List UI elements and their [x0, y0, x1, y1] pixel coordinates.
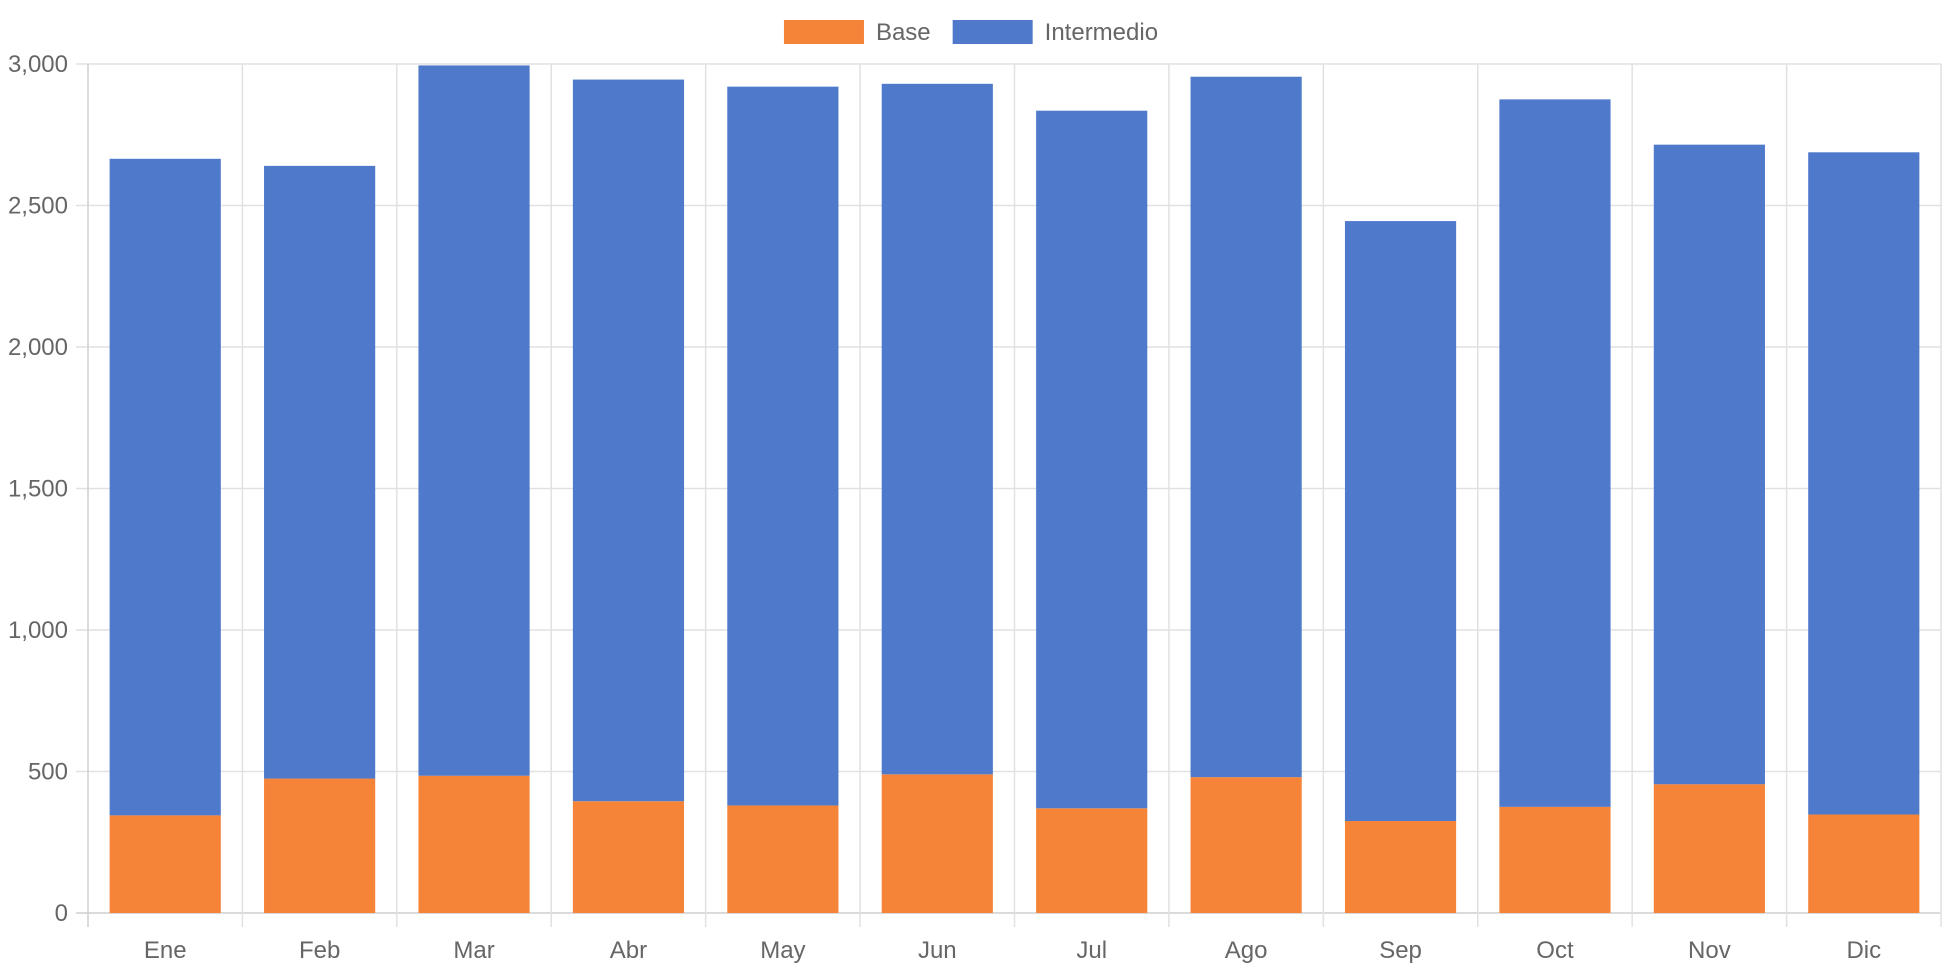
- bar-base-ene: [109, 815, 221, 913]
- legend-label: Base: [876, 19, 931, 46]
- x-tick-label: Mar: [453, 937, 494, 964]
- legend-swatch: [783, 20, 864, 44]
- bar-intermedio-ago: [1190, 76, 1302, 778]
- legend: Base Intermedio: [783, 19, 1158, 46]
- bar-intermedio-may: [727, 86, 839, 806]
- bar-intermedio-oct: [1499, 99, 1611, 807]
- y-tick-label: 1,000: [8, 617, 68, 644]
- bar-base-oct: [1499, 806, 1611, 913]
- bar-intermedio-dic: [1808, 152, 1920, 815]
- bar-intermedio-feb: [264, 165, 376, 779]
- y-tick-label: 3,000: [8, 51, 68, 78]
- bar-base-jun: [881, 774, 993, 913]
- bar-base-ago: [1190, 777, 1302, 913]
- x-tick-label: May: [760, 937, 805, 964]
- bar-base-abr: [572, 801, 685, 913]
- bar-base-sep: [1344, 821, 1457, 913]
- x-tick-label: Feb: [299, 937, 340, 964]
- grid-layer: [76, 63, 1942, 927]
- y-tick-label: 500: [28, 759, 68, 786]
- legend-swatch: [952, 20, 1033, 44]
- y-tick-label: 2,000: [8, 334, 68, 361]
- bar-base-jul: [1036, 808, 1148, 913]
- x-tick-label: Abr: [610, 937, 647, 964]
- axis-layer: 0 500 1,000 1,500 2,000 2,500 3,000 Ene Feb Mar Ab…: [8, 51, 1881, 964]
- y-tick-label: 0: [55, 900, 68, 927]
- bar-intermedio-jun: [881, 83, 993, 775]
- legend-label: Intermedio: [1045, 19, 1158, 46]
- bar-intermedio-abr: [572, 79, 685, 802]
- x-tick-label: Nov: [1688, 937, 1731, 964]
- bar-intermedio-mar: [418, 65, 530, 776]
- bar-base-feb: [264, 778, 376, 913]
- bar-base-may: [727, 805, 839, 913]
- x-tick-label: Ene: [144, 937, 187, 964]
- x-tick-label: Ago: [1225, 937, 1268, 964]
- bar-base-dic: [1808, 814, 1920, 913]
- bar-base-nov: [1653, 784, 1765, 913]
- x-tick-label: Sep: [1379, 937, 1422, 964]
- bar-intermedio-ene: [109, 158, 221, 816]
- bar-intermedio-jul: [1036, 110, 1148, 809]
- bars-layer: [109, 65, 1920, 913]
- bar-intermedio-nov: [1653, 144, 1765, 785]
- legend-item-base[interactable]: Base: [783, 19, 931, 46]
- y-tick-label: 2,500: [8, 193, 68, 220]
- bar-base-mar: [418, 775, 530, 913]
- bar-intermedio-sep: [1344, 221, 1457, 822]
- x-tick-label: Jul: [1076, 937, 1107, 964]
- y-tick-label: 1,500: [8, 476, 68, 503]
- x-tick-label: Oct: [1536, 937, 1574, 964]
- x-tick-label: Jun: [918, 937, 957, 964]
- x-tick-label: Dic: [1846, 937, 1881, 964]
- legend-item-intermedio[interactable]: Intermedio: [952, 19, 1158, 46]
